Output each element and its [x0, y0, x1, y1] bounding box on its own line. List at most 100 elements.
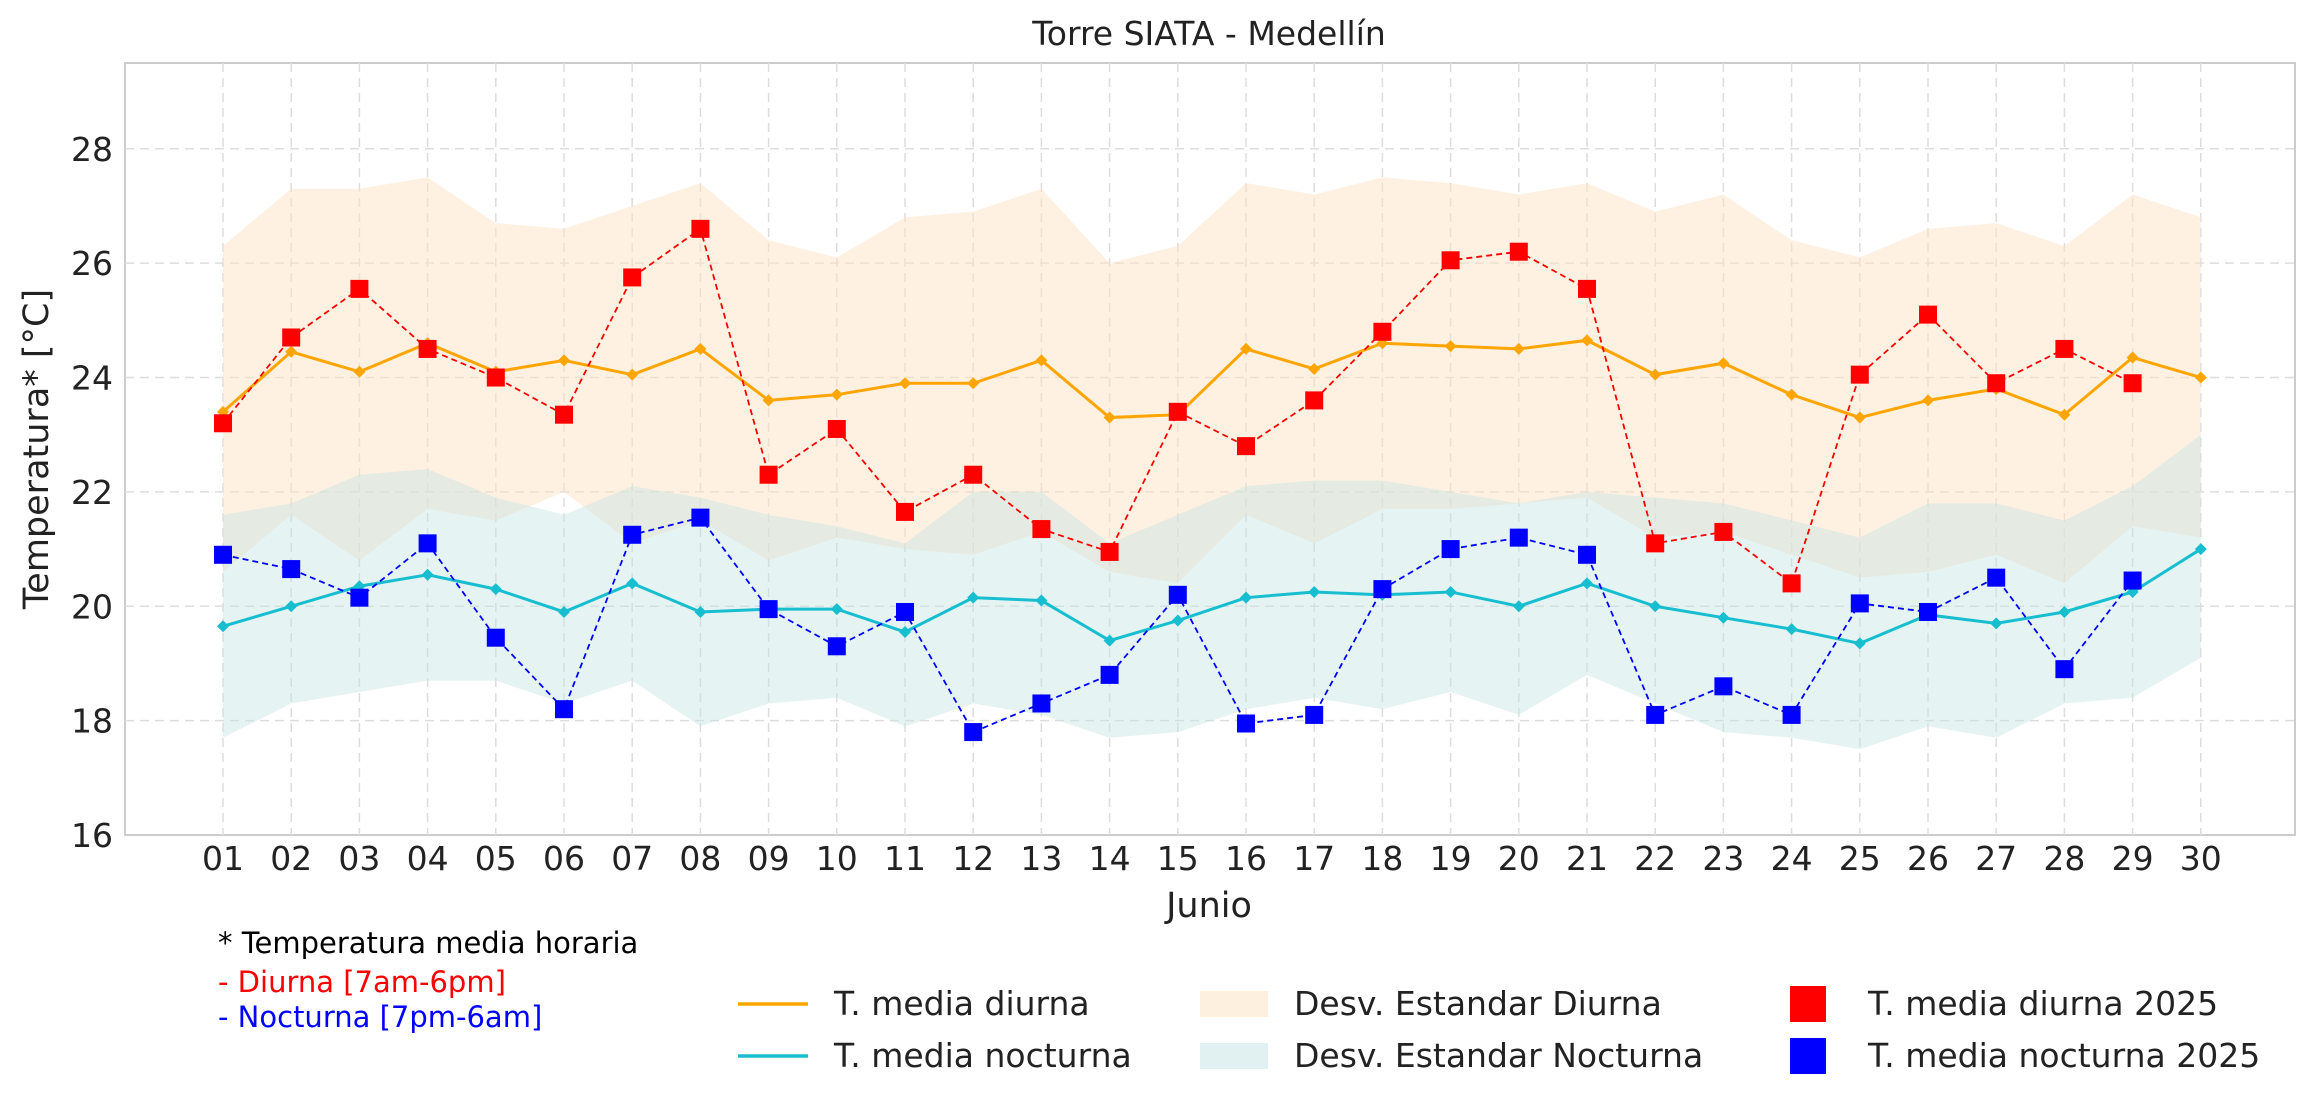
- legend-swatch-band: [1200, 1043, 1268, 1069]
- data-point-diamond: [1649, 600, 1662, 613]
- data-point-diamond: [421, 568, 434, 581]
- x-tick-label: 19: [1430, 839, 1472, 878]
- x-tick-label: 13: [1020, 839, 1062, 878]
- data-point-square: [555, 405, 573, 424]
- data-point-square: [350, 588, 369, 607]
- chart-title: Torre SIATA - Medellín: [1031, 14, 1386, 53]
- data-point-diamond: [285, 600, 298, 613]
- legend-entry: T. media diurna 2025: [1790, 984, 2218, 1023]
- data-point-square: [486, 628, 505, 647]
- data-point-square: [1305, 391, 1324, 410]
- std-band-night: [223, 434, 2201, 750]
- legend-entry: T. media nocturna 2025: [1790, 1036, 2260, 1075]
- data-point-square: [418, 534, 437, 553]
- data-point-square: [1850, 365, 1869, 384]
- x-tick-label: 27: [1975, 839, 2017, 878]
- y-tick-label: 24: [71, 359, 113, 398]
- data-point-diamond: [1717, 357, 1730, 370]
- legend-label: T. media nocturna: [833, 1036, 1132, 1075]
- data-point-square: [759, 465, 778, 484]
- x-axis-label: Junio: [1164, 886, 1252, 926]
- legend-label: Desv. Estandar Nocturna: [1294, 1036, 1703, 1075]
- data-point-diamond: [1103, 411, 1116, 424]
- data-point-square: [1032, 694, 1051, 713]
- data-point-diamond: [1240, 342, 1252, 355]
- data-point-diamond: [353, 365, 366, 378]
- legend-label: T. media diurna: [833, 984, 1090, 1023]
- data-point-square: [1100, 665, 1119, 684]
- x-tick-label: 25: [1839, 839, 1881, 878]
- data-point-square: [691, 219, 710, 238]
- data-point-diamond: [558, 354, 570, 367]
- data-point-diamond: [1035, 354, 1048, 367]
- x-tick-label: 01: [202, 839, 244, 878]
- data-point-square: [2123, 571, 2142, 590]
- legend-label: T. media nocturna 2025: [1867, 1036, 2260, 1075]
- data-point-square: [486, 368, 505, 387]
- note-hourly-mean: * Temperatura media horaria: [218, 926, 639, 960]
- data-point-square: [1168, 402, 1187, 421]
- data-point-square: [1305, 705, 1324, 724]
- x-tick-label: 26: [1907, 839, 1949, 878]
- data-point-diamond: [830, 603, 843, 616]
- data-point-square: [1850, 594, 1869, 613]
- data-point-square: [282, 560, 301, 579]
- data-point-diamond: [1649, 368, 1662, 381]
- data-point-square: [555, 700, 573, 719]
- legend-entry: T. media diurna: [738, 984, 1090, 1023]
- data-point-square: [2123, 374, 2142, 393]
- data-point-diamond: [1444, 585, 1457, 598]
- data-point-square: [1578, 279, 1596, 298]
- x-tick-label: 02: [270, 839, 312, 878]
- y-tick-label: 26: [71, 244, 113, 283]
- x-tick-label: 06: [543, 839, 585, 878]
- data-point-square: [1987, 568, 2006, 587]
- data-point-diamond: [1581, 334, 1593, 347]
- y-tick-label: 16: [71, 816, 113, 855]
- data-point-square: [1441, 540, 1460, 559]
- data-point-diamond: [830, 388, 843, 401]
- y-tick-label: 22: [71, 473, 113, 512]
- series-line-0: [222, 338, 2202, 420]
- data-point-diamond: [1717, 611, 1730, 624]
- x-tick-label: 18: [1361, 839, 1403, 878]
- data-point-square: [759, 600, 778, 619]
- data-point-diamond: [1035, 594, 1048, 607]
- x-tick-label: 12: [952, 839, 994, 878]
- note-night-range: - Nocturna [7pm-6am]: [218, 1000, 543, 1034]
- data-point-diamond: [1103, 634, 1116, 647]
- y-axis-label: Temperatura* [°C]: [17, 289, 57, 610]
- x-tick-label: 22: [1634, 839, 1676, 878]
- data-point-diamond: [1444, 340, 1457, 353]
- data-point-diamond: [285, 345, 298, 358]
- series-line-1: [222, 547, 2202, 645]
- x-tick-label: 04: [407, 839, 449, 878]
- data-point-diamond: [899, 625, 911, 638]
- data-point-diamond: [2194, 371, 2207, 384]
- data-point-diamond: [1581, 577, 1593, 590]
- data-point-square: [827, 419, 846, 438]
- x-tick-label: 07: [611, 839, 653, 878]
- data-point-square: [1578, 545, 1596, 564]
- data-point-diamond: [558, 605, 570, 618]
- x-tick-label: 11: [884, 839, 926, 878]
- y-tick-labels: 16 18 20 22 24 26 28: [71, 130, 113, 855]
- data-point-square: [896, 602, 914, 621]
- data-point-square: [2055, 660, 2074, 679]
- note-day-range: - Diurna [7am-6pm]: [218, 965, 506, 999]
- data-point-square: [1509, 242, 1528, 261]
- y-tick-label: 18: [71, 702, 113, 741]
- data-point-diamond: [217, 620, 229, 633]
- data-point-square: [1168, 585, 1187, 604]
- legend-entry: Desv. Estandar Diurna: [1200, 984, 1662, 1023]
- data-point-square: [1100, 542, 1119, 561]
- y-tick-label: 20: [71, 587, 113, 626]
- data-point-diamond: [1171, 614, 1184, 627]
- data-point-diamond: [2058, 605, 2071, 618]
- data-point-square: [282, 328, 301, 347]
- data-point-square: [1032, 520, 1051, 539]
- series-markers: [214, 219, 2207, 742]
- x-tick-label: 17: [1293, 839, 1335, 878]
- x-tick-label: 08: [679, 839, 721, 878]
